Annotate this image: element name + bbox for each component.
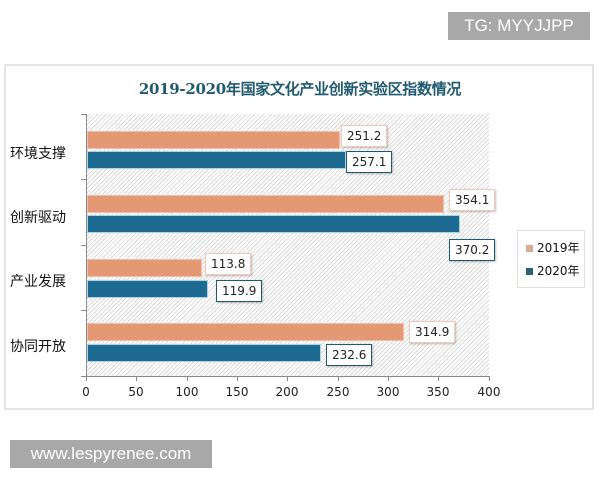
legend-swatch-2020	[526, 268, 533, 275]
y-tick	[81, 179, 86, 180]
legend-swatch-2019	[526, 245, 533, 252]
bar-2019	[87, 259, 202, 277]
x-tick	[489, 376, 490, 381]
y-tick	[81, 245, 86, 246]
legend-label-2019: 2019年	[537, 241, 580, 255]
y-tick	[81, 376, 86, 377]
x-tick-label: 350	[426, 385, 450, 399]
x-tick-label: 200	[275, 385, 299, 399]
bar-2019	[87, 131, 341, 149]
x-tick	[136, 376, 137, 381]
x-tick	[388, 376, 389, 381]
x-tick-label: 400	[477, 385, 501, 399]
watermark-top: TG: MYYJJPP	[448, 12, 590, 40]
category-label: 协同开放	[10, 339, 66, 355]
y-tick	[81, 114, 86, 115]
bar-2020	[87, 215, 460, 233]
bar-2019	[87, 195, 444, 213]
legend-item-2019: 2019年	[526, 239, 580, 256]
bar-2020	[87, 344, 322, 362]
bar-2019	[87, 323, 405, 341]
legend-label-2020: 2020年	[537, 264, 580, 278]
x-tick-label: 50	[128, 385, 144, 399]
value-label-2020: 232.6	[326, 344, 373, 366]
legend: 2019年 2020年	[517, 230, 585, 288]
bar-2020	[87, 280, 208, 298]
x-tick	[438, 376, 439, 381]
value-label-2019: 113.8	[205, 253, 252, 275]
x-tick-label: 100	[175, 385, 199, 399]
value-label-2019: 314.9	[409, 321, 456, 343]
x-tick-label: 0	[82, 385, 90, 399]
category-label: 产业发展	[10, 274, 66, 290]
y-tick	[81, 310, 86, 311]
value-label-2020: 370.2	[449, 239, 496, 261]
chart-title: 2019-2020年国家文化产业创新实验区指数情况	[138, 80, 462, 98]
y-axis	[86, 114, 87, 377]
bar-2020	[87, 151, 347, 169]
x-tick-label: 250	[326, 385, 350, 399]
x-tick	[287, 376, 288, 381]
x-tick-label: 150	[225, 385, 249, 399]
legend-item-2020: 2020年	[526, 262, 580, 279]
value-label-2019: 354.1	[449, 189, 496, 211]
x-tick	[86, 376, 87, 381]
x-axis	[86, 376, 490, 377]
x-tick	[237, 376, 238, 381]
category-label: 创新驱动	[10, 210, 66, 226]
value-label-2019: 251.2	[341, 125, 388, 147]
x-tick-label: 300	[376, 385, 400, 399]
watermark-bottom: www.lespyrenee.com	[10, 440, 212, 468]
x-tick	[187, 376, 188, 381]
value-label-2020: 119.9	[216, 280, 263, 302]
value-label-2020: 257.1	[346, 151, 393, 173]
x-tick	[338, 376, 339, 381]
category-label: 环境支撑	[10, 146, 66, 162]
